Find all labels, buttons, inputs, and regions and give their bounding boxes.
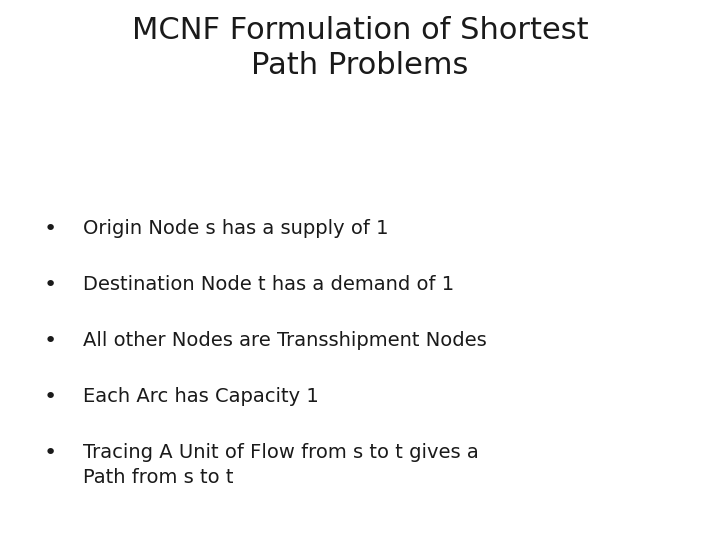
Text: •: • xyxy=(44,275,57,295)
Text: Each Arc has Capacity 1: Each Arc has Capacity 1 xyxy=(83,387,318,406)
Text: •: • xyxy=(44,219,57,239)
Text: Origin Node s has a supply of 1: Origin Node s has a supply of 1 xyxy=(83,219,388,238)
Text: •: • xyxy=(44,443,57,463)
Text: •: • xyxy=(44,387,57,407)
Text: Destination Node t has a demand of 1: Destination Node t has a demand of 1 xyxy=(83,275,454,294)
Text: All other Nodes are Transshipment Nodes: All other Nodes are Transshipment Nodes xyxy=(83,331,487,350)
Text: Tracing A Unit of Flow from s to t gives a
Path from s to t: Tracing A Unit of Flow from s to t gives… xyxy=(83,443,479,487)
Text: MCNF Formulation of Shortest
Path Problems: MCNF Formulation of Shortest Path Proble… xyxy=(132,16,588,80)
Text: •: • xyxy=(44,331,57,351)
